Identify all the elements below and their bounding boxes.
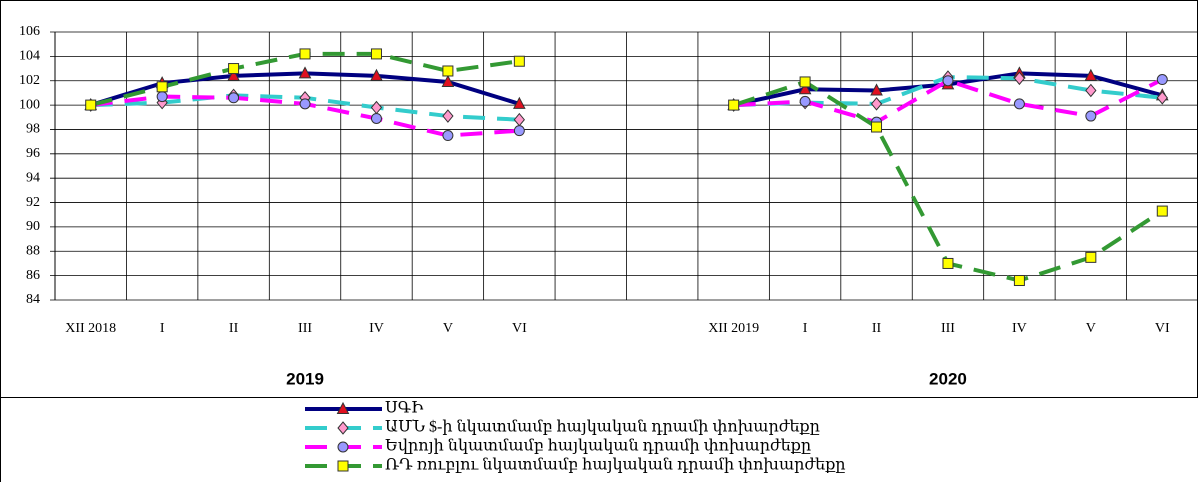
marker (156, 91, 168, 103)
marker (228, 63, 240, 75)
y-tick-label: 86 (26, 268, 40, 283)
marker (299, 98, 311, 110)
y-tick-label: 98 (26, 122, 40, 137)
x-tick-label: I (803, 321, 808, 336)
marker (336, 401, 350, 414)
x-tick-label: VI (1155, 321, 1170, 336)
x-tick-label: XII 2019 (708, 321, 759, 336)
marker (370, 48, 382, 60)
legend-label: ՌԴ ռուբլու նկատմամբ հայկական դրամի փոխար… (385, 457, 846, 474)
marker (1085, 251, 1097, 263)
marker (337, 460, 349, 472)
marker (799, 95, 811, 107)
marker (370, 100, 383, 115)
chart-frame (0, 0, 1198, 398)
marker (728, 99, 740, 111)
marker (228, 92, 240, 104)
y-tick-label: 96 (26, 146, 40, 161)
x-tick-label: VI (512, 321, 527, 336)
x-tick-label: IV (1012, 321, 1027, 336)
marker (513, 125, 525, 137)
marker (942, 257, 954, 269)
marker (337, 421, 349, 435)
marker (370, 68, 383, 81)
marker (370, 112, 382, 124)
marker (441, 74, 455, 87)
marker (1013, 71, 1026, 86)
marker (337, 441, 349, 453)
group-label: 2019 (286, 369, 324, 388)
marker (513, 112, 525, 127)
x-tick-label: II (229, 321, 239, 336)
x-tick-label: II (872, 321, 882, 336)
marker (871, 121, 883, 133)
marker (442, 130, 454, 142)
x-tick-label: I (160, 321, 165, 336)
group-label: 2020 (929, 369, 967, 388)
marker (870, 97, 883, 111)
marker (299, 48, 311, 60)
marker (1156, 91, 1168, 105)
marker (1013, 98, 1025, 110)
marker (870, 83, 883, 96)
marker (1085, 83, 1097, 98)
marker (156, 81, 168, 93)
marker (442, 109, 454, 123)
marker (942, 75, 954, 87)
marker (85, 99, 97, 111)
y-tick-label: 94 (26, 170, 40, 185)
marker (798, 82, 812, 95)
marker (1084, 68, 1098, 81)
marker (1156, 205, 1168, 217)
marker (799, 76, 811, 88)
legend-label: ԱՄՆ $-ի նկատմամբ հայկական դրամի փոխարժեք… (385, 419, 820, 436)
marker (1013, 275, 1025, 287)
x-tick-label: IV (369, 321, 384, 336)
y-tick-label: 106 (19, 24, 40, 39)
x-tick-label: V (1086, 321, 1096, 336)
y-tick-label: 88 (26, 243, 40, 258)
marker (1085, 110, 1097, 122)
legend-label: ՍԳԻ (385, 400, 424, 417)
marker (298, 66, 312, 79)
y-tick-label: 90 (26, 219, 40, 234)
legend-label: Եվրոյի նկատմամբ հայկական դրամի փոխարժեքը (385, 438, 811, 455)
marker (1156, 74, 1168, 86)
marker (513, 55, 525, 67)
x-tick-label: V (443, 321, 453, 336)
y-tick-label: 102 (19, 73, 40, 88)
y-tick-label: 104 (19, 49, 40, 64)
y-tick-label: 100 (19, 97, 40, 112)
marker (442, 65, 454, 77)
marker (227, 68, 240, 81)
x-tick-label: III (941, 321, 955, 336)
x-tick-label: III (298, 321, 312, 336)
y-tick-label: 84 (26, 292, 40, 307)
marker (513, 96, 526, 109)
y-tick-label: 92 (26, 195, 40, 210)
x-tick-label: XII 2018 (65, 321, 116, 336)
